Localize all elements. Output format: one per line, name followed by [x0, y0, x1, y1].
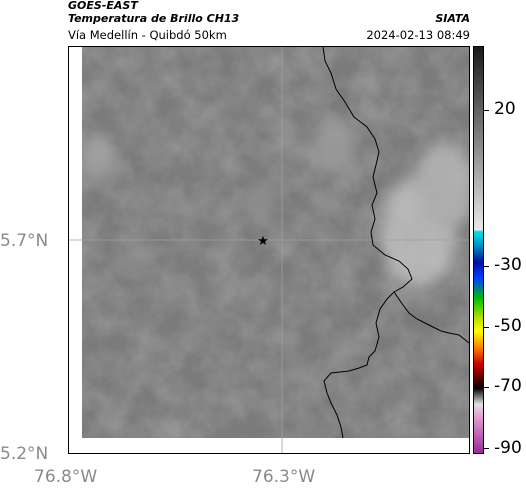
- colorbar-label-minus-30: -30: [494, 255, 522, 275]
- brightness-temperature-field: [69, 47, 469, 453]
- colorbar-label-minus-90: -90: [494, 438, 522, 458]
- satellite-name: GOES-EAST: [68, 0, 138, 12]
- lat-label-5-7: 5.7°N: [0, 231, 49, 251]
- location-subtitle: Vía Medellín - Quibdó 50km: [68, 28, 227, 42]
- colorbar-gradient: [474, 47, 483, 453]
- reference-marker[interactable]: ★: [257, 234, 269, 249]
- lon-label-76-8: 76.8°W: [34, 467, 98, 487]
- colorbar-label-20: 20: [494, 99, 516, 119]
- timestamp: 2024-02-13 08:49: [366, 28, 470, 42]
- colorbar-tick: [484, 266, 489, 267]
- colorbar-label-minus-70: -70: [494, 376, 522, 396]
- product-title: Temperatura de Brillo CH13: [68, 12, 240, 25]
- satellite-map[interactable]: ★: [68, 46, 470, 454]
- department-boundary-east: [393, 291, 469, 344]
- colorbar-label-minus-50: -50: [494, 316, 522, 336]
- lon-label-76-3: 76.3°W: [252, 467, 316, 487]
- colorbar-tick: [484, 387, 489, 388]
- colorbar-tick: [484, 110, 489, 111]
- organization-name: SIATA: [435, 12, 470, 25]
- lat-label-5-2: 5.2°N: [0, 444, 49, 464]
- colorbar: [473, 46, 484, 454]
- department-boundary: [322, 47, 413, 439]
- colorbar-tick: [484, 327, 489, 328]
- map-canvas: ★: [69, 47, 469, 453]
- colorbar-tick: [484, 448, 489, 449]
